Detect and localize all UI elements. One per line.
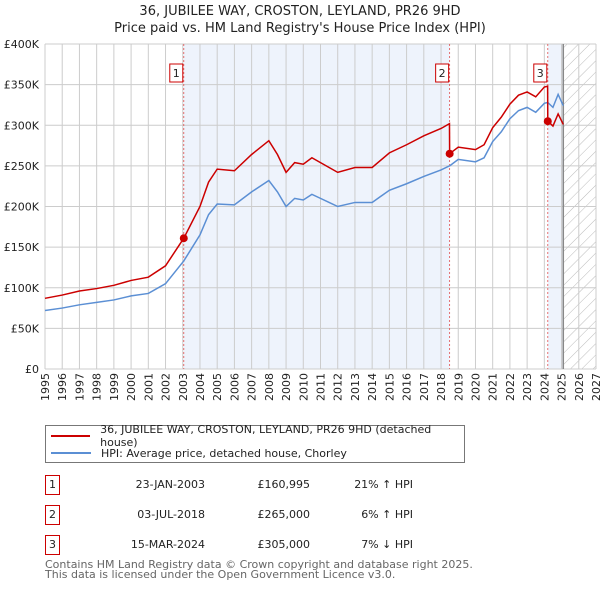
x-tick-label: 2001 [142,373,155,401]
property-price-line [44,85,564,300]
legend-label-hpi: HPI: Average price, detached house, Chor… [101,446,347,460]
x-tick-label: 2008 [263,373,276,401]
x-tick-label: 2012 [332,373,345,401]
sale-hpi-diff: 7% ↓ HPI [361,538,413,551]
sale-point [179,234,188,243]
x-tick-label: 2014 [366,373,379,401]
legend-swatch-property [51,435,91,437]
plot-area: 1995 1996 1997 1998 1999 2000 2001 2002 2003 2004… [4,38,600,401]
x-tick-label: 1995 [39,373,52,401]
sale-row: 3 15-MAR-2024 £305,000 7% ↓ HPI [45,535,465,555]
legend-swatch-hpi [51,452,91,454]
chart-title: 36, JUBILEE WAY, CROSTON, LEYLAND, PR26 … [139,4,461,19]
x-tick-label: 2016 [401,373,414,401]
x-tick-label: 2007 [246,373,259,401]
x-tick-label: 2024 [538,373,551,401]
sale-date: 23-JAN-2003 [135,478,205,491]
sale-badge: 1 [45,475,60,495]
sale-badge: 2 [45,505,60,525]
x-tick-label: 2025 [556,373,569,401]
x-tick-label: 2010 [297,373,310,401]
sale-hpi-diff: 21% ↑ HPI [354,478,413,491]
x-tick-label: 2023 [521,373,534,401]
y-tick-label: £50K [11,322,40,335]
x-tick-label: 2006 [228,373,241,401]
sale-date: 03-JUL-2018 [137,508,205,521]
y-tick-label: £0 [25,363,39,376]
sale-row: 2 03-JUL-2018 £265,000 6% ↑ HPI [45,505,465,525]
x-tick-label: 1997 [73,373,86,401]
hpi-line [44,92,564,312]
sale-price: £265,000 [257,508,311,521]
y-tick-label: £200K [4,201,40,214]
y-tick-label: £100K [4,282,40,295]
sale-price: £305,000 [257,538,311,551]
sale-label: 3 [537,67,544,80]
sale-label: 2 [439,67,446,80]
legend: 36, JUBILEE WAY, CROSTON, LEYLAND, PR26 … [45,423,465,463]
x-tick-label: 2000 [125,373,138,401]
x-tick-label: 2022 [504,373,517,401]
x-tick-label: 2015 [383,373,396,401]
sale-point [543,117,552,126]
x-tick-label: 2011 [315,373,328,401]
x-tick-label: 2021 [487,373,500,401]
x-tick-label: 2009 [280,373,293,401]
sale-date: 15-MAR-2024 [130,538,205,551]
chart-subtitle: Price paid vs. HM Land Registry's House … [114,21,486,36]
x-tick-label: 1998 [91,373,104,401]
sale-label-box [435,63,450,83]
y-tick-label: £250K [4,160,40,173]
x-tick-label: 2027 [590,373,600,401]
x-tick-label: 2017 [418,373,431,401]
y-tick-label: £400K [4,38,40,51]
y-tick-label: £150K [4,241,40,254]
x-tick-label: 2004 [194,373,207,401]
legend-label-property: 36, JUBILEE WAY, CROSTON, LEYLAND, PR26 … [100,423,432,449]
sale-label: 1 [173,67,180,80]
y-tick-label: £350K [4,79,40,92]
footer: Contains HM Land Registry data © Crown c… [45,558,473,581]
x-tick-label: 2013 [349,373,362,401]
sale-label-box [533,63,548,83]
x-tick-label: 2019 [452,373,465,401]
sale-hpi-diff: 6% ↑ HPI [361,508,413,521]
footer-line-1: Contains HM Land Registry data © Crown c… [45,558,473,571]
x-tick-label: 2018 [435,373,448,401]
x-tick-label: 2020 [469,373,482,401]
footer-line-2: This data is licensed under the Open Gov… [45,568,396,581]
x-tick-label: 1999 [108,373,121,401]
sale-row: 1 23-JAN-2003 £160,995 21% ↑ HPI [45,475,465,495]
sale-price: £160,995 [257,478,311,491]
sale-label-box [169,63,184,83]
sale-point [445,149,454,158]
y-tick-label: £300K [4,119,40,132]
sale-badge: 3 [45,535,60,555]
x-tick-label: 2002 [160,373,173,401]
x-tick-label: 2026 [573,373,586,401]
x-tick-label: 2005 [211,373,224,401]
x-tick-label: 2003 [177,373,190,401]
x-tick-label: 1996 [56,373,69,401]
